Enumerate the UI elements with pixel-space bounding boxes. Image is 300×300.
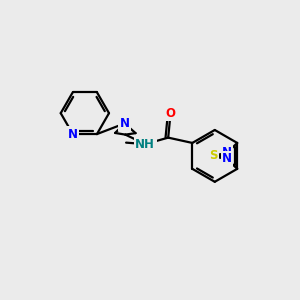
Text: N: N — [222, 146, 232, 159]
Text: N: N — [120, 117, 130, 130]
Text: NH: NH — [135, 138, 155, 151]
Text: N: N — [68, 128, 78, 141]
Text: S: S — [209, 149, 217, 162]
Text: O: O — [166, 107, 176, 120]
Text: N: N — [222, 152, 232, 166]
